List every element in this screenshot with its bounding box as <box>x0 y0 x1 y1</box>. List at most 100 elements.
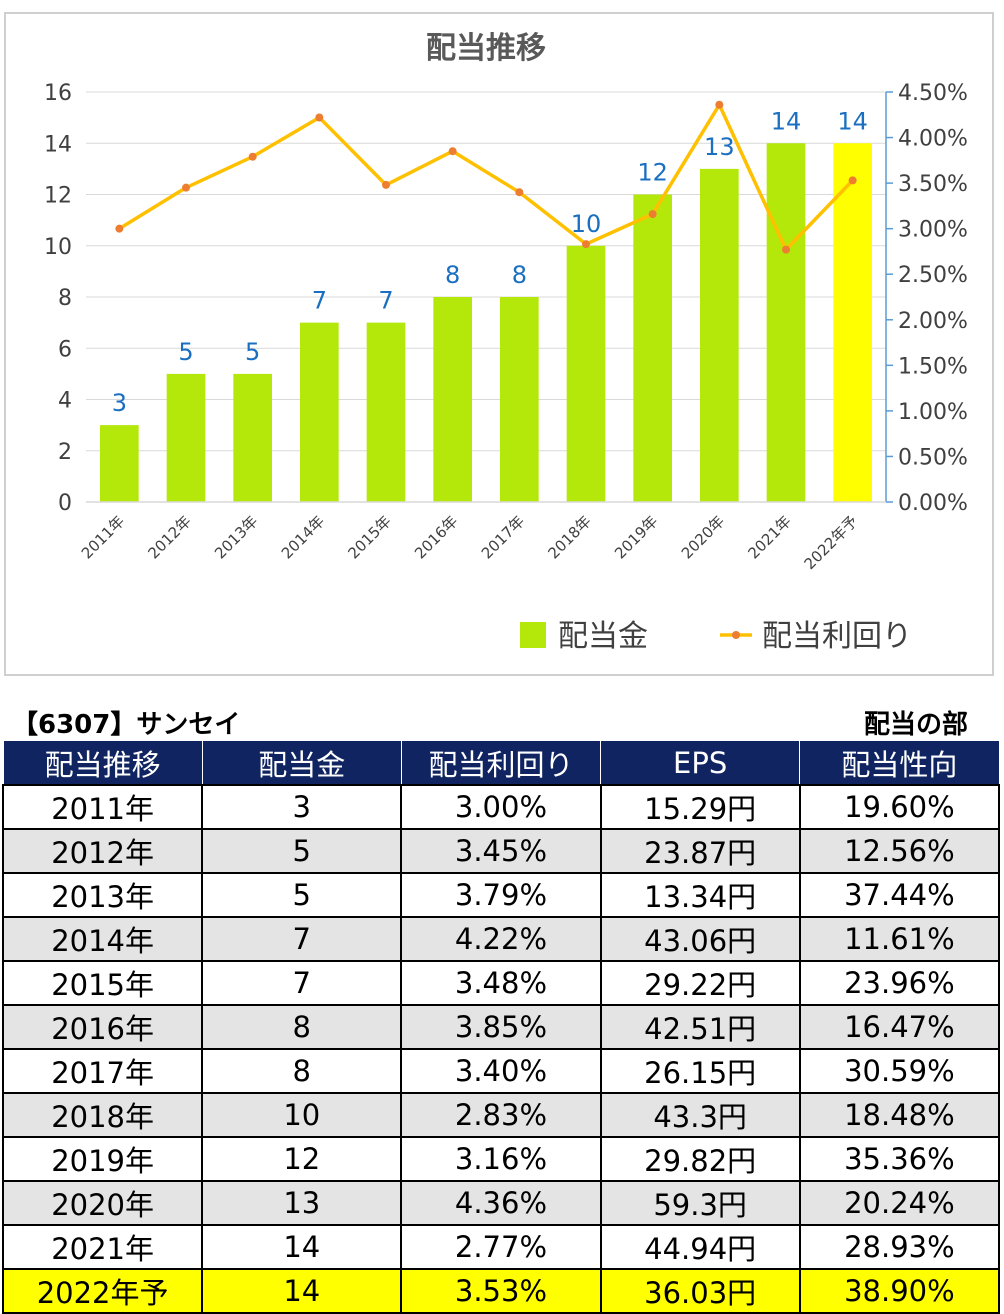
table-cell: 3.48% <box>400 960 602 1006</box>
chart-panel: 配当推移 0 2 4 6 8 10 12 14 16 0.00% 0.50% 1.00% 1.50% 2.0… <box>4 12 994 676</box>
bar <box>300 322 339 502</box>
x-axis-tick: 2021年 <box>744 512 794 562</box>
x-axis-tick: 2011年 <box>78 512 128 562</box>
yield-point <box>515 188 524 197</box>
table-cell: 13.34円 <box>599 872 801 918</box>
table-cell: 4.36% <box>400 1180 602 1226</box>
table-cell: 2022年予 <box>1 1268 204 1314</box>
bar-data-label: 3 <box>112 389 127 417</box>
bar-data-label: 8 <box>445 261 460 289</box>
bar-data-label: 5 <box>178 338 193 366</box>
table-cell: 10 <box>201 1092 403 1138</box>
yield-point <box>382 180 390 189</box>
bar-data-label: 12 <box>637 159 668 187</box>
y-axis-left-tick: 16 <box>44 81 72 106</box>
table-cell: 2014年 <box>1 916 204 962</box>
table-cell: 2016年 <box>1 1004 204 1050</box>
bar-data-label: 8 <box>512 261 527 289</box>
table-row: 2012年 5 3.45% 23.87円 12.56% <box>1 828 1001 874</box>
table-cell: 23.87円 <box>599 828 801 874</box>
table-cell: 19.60% <box>798 784 1001 830</box>
bar <box>833 143 872 502</box>
bar-data-label: 5 <box>245 338 260 366</box>
table-cell: 7 <box>201 960 403 1006</box>
y-axis-left-tick: 14 <box>44 132 72 157</box>
table-row: 2021年 14 2.77% 44.94円 28.93% <box>1 1224 1001 1270</box>
y-axis-right-tick: 3.50% <box>898 172 968 197</box>
table-cell: 11.61% <box>798 916 1001 962</box>
table-cell: 2013年 <box>1 872 204 918</box>
bar <box>566 245 606 502</box>
column-header: 配当推移 <box>2 740 203 786</box>
x-axis-tick: 2020年 <box>678 512 728 562</box>
x-axis-tick: 2017年 <box>478 512 528 562</box>
y-axis-right-tick: 2.00% <box>898 309 968 334</box>
yield-point <box>782 245 790 254</box>
x-axis-tick: 2012年 <box>144 512 194 562</box>
column-header: 配当性向 <box>799 740 1000 786</box>
table-row: 2018年 10 2.83% 43.3円 18.48% <box>1 1092 1001 1138</box>
table-cell: 18.48% <box>798 1092 1001 1138</box>
table-cell: 3.85% <box>400 1004 602 1050</box>
dividend-table: 配当推移 配当金 配当利回り EPS 配当性向 2011年 3 3.00% 15.29… <box>1 740 1001 1314</box>
table-cell: 59.3円 <box>599 1180 801 1226</box>
table-row: 2022年予 14 3.53% 36.03円 38.90% <box>1 1268 1001 1314</box>
x-axis-tick: 2018年 <box>544 512 594 562</box>
y-axis-left-tick: 8 <box>58 286 72 311</box>
x-axis-tick: 2019年 <box>611 512 661 562</box>
table-row: 2011年 3 3.00% 15.29円 19.60% <box>1 784 1001 830</box>
table-cell: 42.51円 <box>599 1004 801 1050</box>
table-cell: 30.59% <box>798 1048 1001 1094</box>
bar <box>433 297 472 502</box>
bar <box>766 143 806 502</box>
table-row: 2014年 7 4.22% 43.06円 11.61% <box>1 916 1001 962</box>
y-axis-right-tick: 0.00% <box>898 491 968 516</box>
yield-line <box>118 103 854 252</box>
y-axis-right-tick: 4.50% <box>898 81 968 106</box>
dividend-chart: 配当推移 0 2 4 6 8 10 12 14 16 0.00% 0.50% 1.00% 1.50% 2.0… <box>44 31 968 654</box>
table-row: 2020年 13 4.36% 59.3円 20.24% <box>1 1180 1001 1226</box>
yield-point <box>648 210 657 219</box>
table-cell: 14 <box>201 1224 403 1270</box>
table-cell: 5 <box>201 828 403 874</box>
table-row: 2015年 7 3.48% 29.22円 23.96% <box>1 960 1001 1006</box>
table-cell: 35.36% <box>798 1136 1001 1182</box>
table-row: 2019年 12 3.16% 29.82円 35.36% <box>1 1136 1001 1182</box>
x-axis-tick: 2015年 <box>344 512 394 562</box>
column-header: EPS <box>600 740 801 786</box>
table-cell: 2017年 <box>1 1048 204 1094</box>
table-cell: 3.00% <box>400 784 602 830</box>
table-row: 2017年 8 3.40% 26.15円 30.59% <box>1 1048 1001 1094</box>
bar <box>700 168 739 502</box>
table-cell: 8 <box>201 1004 403 1050</box>
table-cell: 2020年 <box>1 1180 204 1226</box>
y-axis-left-tick: 4 <box>58 389 72 414</box>
y-axis-left-tick: 6 <box>58 337 72 362</box>
table-cell: 8 <box>201 1048 403 1094</box>
table-cell: 2015年 <box>1 960 204 1006</box>
yield-point <box>848 176 857 185</box>
table-cell: 5 <box>201 872 403 918</box>
table-cell: 2011年 <box>1 784 204 830</box>
yield-point <box>448 147 457 156</box>
bar-data-label: 7 <box>312 287 327 315</box>
table-cell: 7 <box>201 916 403 962</box>
table-cell: 2012年 <box>1 828 204 874</box>
bar <box>100 425 139 502</box>
legend-swatch-marker <box>732 631 740 639</box>
table-cell: 43.3円 <box>599 1092 801 1138</box>
table-row: 2013年 5 3.79% 13.34円 37.44% <box>1 872 1001 918</box>
x-axis-tick: 2022年予 <box>801 512 862 573</box>
table-cell: 16.47% <box>798 1004 1001 1050</box>
bar <box>500 297 539 502</box>
bar-data-label: 13 <box>704 133 735 161</box>
bar-data-label: 14 <box>771 107 802 135</box>
bar-data-label: 14 <box>837 107 868 135</box>
yield-point <box>315 113 324 122</box>
table-cell: 2018年 <box>1 1092 204 1138</box>
legend-label: 配当金 <box>558 619 648 654</box>
bar-data-label: 7 <box>378 287 393 315</box>
column-header: 配当利回り <box>400 740 602 786</box>
table-cell: 3.53% <box>400 1268 602 1314</box>
table-cell: 14 <box>201 1268 403 1314</box>
